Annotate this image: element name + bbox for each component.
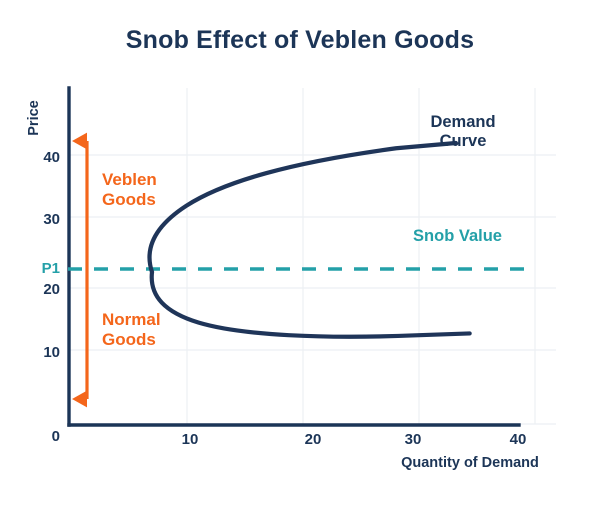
y-tick-20: 20 (43, 281, 60, 298)
y-tick-0: 0 (51, 428, 60, 445)
annotation-demand-line2: Curve (439, 132, 487, 151)
annotation-snob-value: Snob Value (413, 227, 502, 245)
annotation-demand-curve: Demand Curve (393, 113, 533, 151)
y-tick-30: 30 (43, 211, 60, 228)
chart-title: Snob Effect of Veblen Goods (125, 26, 475, 54)
annotation-normal-goods: Normal Goods (102, 310, 212, 349)
annotation-normal-line1: Normal (102, 310, 161, 329)
x-tick-10: 10 (181, 431, 199, 448)
demand-curve-upper-branch (147, 140, 459, 275)
y-tick-40: 40 (43, 149, 60, 166)
x-tick-30: 30 (404, 431, 422, 448)
axis-lines (67, 86, 521, 427)
annotation-veblen-goods: Veblen Goods (102, 170, 212, 209)
y-tick-p1: P1 (41, 260, 60, 277)
x-axis-title: Quantity of Demand (401, 455, 539, 471)
annotation-veblen-line2: Goods (102, 189, 156, 209)
x-tick-40: 40 (509, 431, 527, 448)
y-tick-10: 10 (43, 344, 60, 361)
annotation-normal-line2: Goods (102, 329, 156, 349)
demand-curve-lower-branch (149, 269, 472, 339)
annotation-demand-line1: Demand (430, 113, 496, 131)
x-tick-20: 20 (304, 431, 322, 448)
annotation-veblen-line1: Veblen (102, 170, 157, 189)
